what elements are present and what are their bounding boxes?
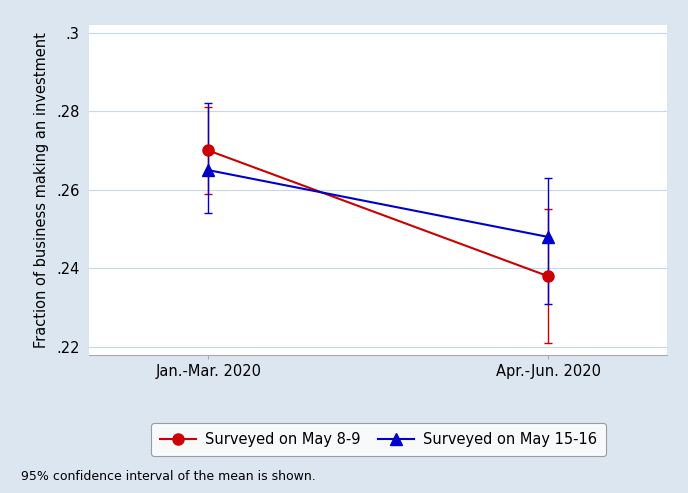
Legend: Surveyed on May 8-9, Surveyed on May 15-16: Surveyed on May 8-9, Surveyed on May 15-… — [151, 423, 606, 456]
Y-axis label: Fraction of business making an investment: Fraction of business making an investmen… — [34, 32, 50, 348]
Text: 95% confidence interval of the mean is shown.: 95% confidence interval of the mean is s… — [21, 470, 315, 483]
